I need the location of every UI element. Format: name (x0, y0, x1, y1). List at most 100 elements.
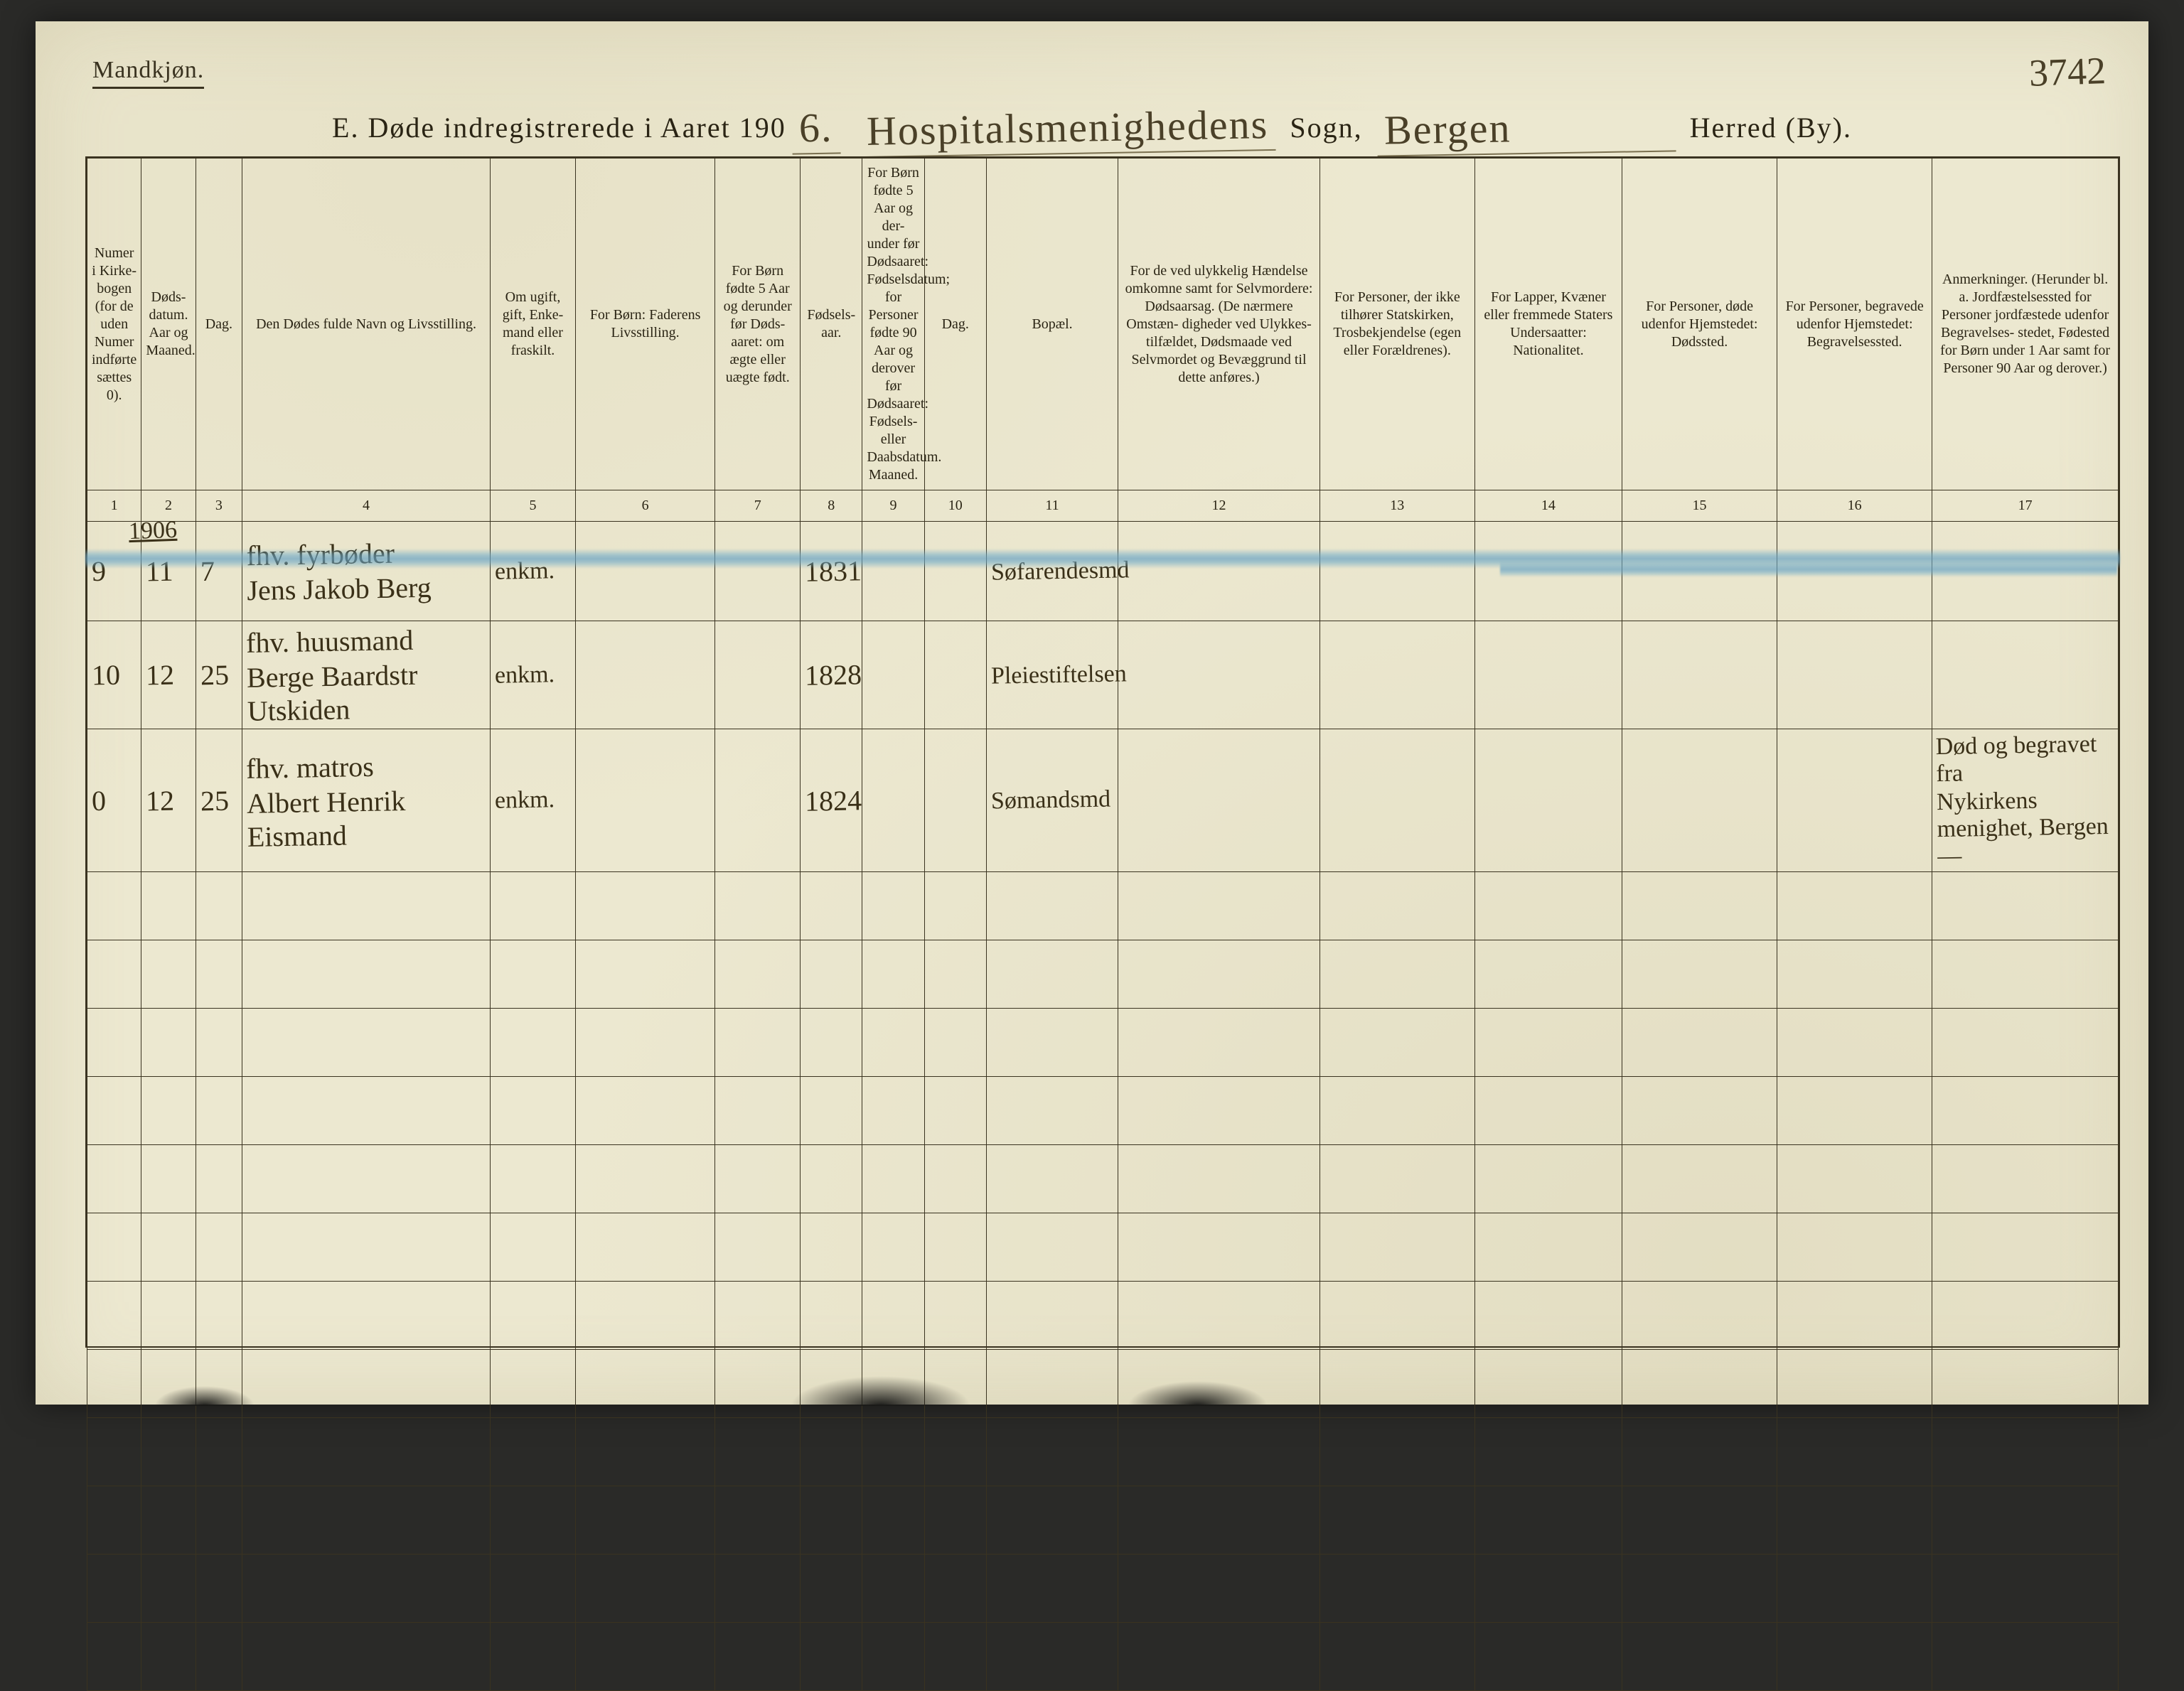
column-number: 7 (715, 490, 801, 522)
table-cell (1474, 729, 1622, 872)
table-cell (575, 1555, 714, 1623)
table-cell (801, 1350, 862, 1418)
table-cell (1932, 1418, 2119, 1486)
table-cell (715, 1077, 801, 1145)
table-cell (242, 1486, 491, 1555)
table-cell (986, 1555, 1118, 1623)
table-cell (196, 1282, 242, 1350)
table-cell (1777, 522, 1932, 621)
table-cell (141, 940, 196, 1009)
table-cell (575, 1418, 714, 1486)
table-cell: 1831 (801, 522, 862, 621)
column-number: 12 (1118, 490, 1320, 522)
table-cell (801, 1555, 862, 1623)
table-cell (196, 1350, 242, 1418)
table-cell (715, 1213, 801, 1282)
table-cell (87, 1077, 141, 1145)
table-cell (1932, 1350, 2119, 1418)
title-herred-label: Herred (By). (1690, 112, 1852, 144)
table-cell (1777, 1555, 1932, 1623)
data-body: 91906117fhv. fyrbøderJens Jakob Bergenkm… (87, 522, 2119, 872)
table-cell (862, 522, 924, 621)
column-number: 9 (862, 490, 924, 522)
ledger-page: Mandkjøn. 3742 E. Døde indregistrerede i… (36, 21, 2148, 1405)
table-cell (715, 1350, 801, 1418)
table-cell (801, 1009, 862, 1077)
page-title: E. Døde indregistrerede i Aaret 1906. Ho… (36, 100, 2148, 150)
table-cell (715, 522, 801, 621)
table-cell (575, 729, 714, 872)
column-header: For Lapper, Kvæner eller fremmede Stater… (1474, 159, 1622, 490)
table-cell (1932, 1009, 2119, 1077)
table-cell (1777, 1009, 1932, 1077)
table-row (87, 1213, 2119, 1282)
table-cell (1320, 940, 1474, 1009)
table-cell (1118, 729, 1320, 872)
table-cell (1777, 1213, 1932, 1282)
table-cell (1118, 1555, 1320, 1623)
table-cell (1320, 1282, 1474, 1350)
table-cell (196, 1213, 242, 1282)
gender-label: Mandkjøn. (92, 57, 204, 89)
table-cell (986, 1623, 1118, 1691)
table-cell: enkm. (491, 522, 576, 621)
table-cell (715, 1623, 801, 1691)
column-number: 5 (491, 490, 576, 522)
table-cell (924, 872, 986, 940)
name-cell: fhv. fyrbøderJens Jakob Berg (242, 522, 491, 621)
handwritten-value: fhv. fyrbøderJens Jakob Berg (246, 535, 432, 607)
table-row (87, 1486, 2119, 1555)
table-cell (1777, 1418, 1932, 1486)
table-cell (1622, 1623, 1777, 1691)
handwritten-value: 10 (92, 658, 121, 692)
colnum-body: 1234567891011121314151617 (87, 490, 2119, 522)
table-cell (1320, 872, 1474, 940)
table-row: 91906117fhv. fyrbøderJens Jakob Bergenkm… (87, 522, 2119, 621)
table-cell (1474, 1077, 1622, 1145)
table-cell: Søfarendesmd (986, 522, 1118, 621)
table-cell (924, 1623, 986, 1691)
remarks-cell (1932, 621, 2119, 729)
table-cell (141, 1555, 196, 1623)
handwritten-value: enkm. (495, 661, 555, 689)
table-cell (1118, 1623, 1320, 1691)
table-cell (491, 1145, 576, 1213)
table-cell (924, 1145, 986, 1213)
table-cell (196, 1145, 242, 1213)
column-number: 10 (924, 490, 986, 522)
table-cell (986, 1350, 1118, 1418)
table-cell: 7 (196, 522, 242, 621)
table-cell (242, 1418, 491, 1486)
column-header: Dag. (924, 159, 986, 490)
table-cell (1474, 522, 1622, 621)
table-cell (986, 1077, 1118, 1145)
table-cell (242, 1282, 491, 1350)
table-cell (862, 872, 924, 940)
table-cell (87, 1213, 141, 1282)
table-cell (801, 940, 862, 1009)
remarks-cell: Død og begravet fraNykirkens menighet, B… (1932, 729, 2119, 872)
table-cell (715, 940, 801, 1009)
table-cell (1474, 1486, 1622, 1555)
table-cell (491, 1555, 576, 1623)
table-cell (1777, 872, 1932, 940)
table-cell (141, 1145, 196, 1213)
column-header: Døds­datum. Aar og Maaned. (141, 159, 196, 490)
table-cell (1777, 729, 1932, 872)
table-cell (1622, 1282, 1777, 1350)
table-cell (715, 729, 801, 872)
handwritten-value: 9 (92, 554, 107, 588)
table-cell: 1824 (801, 729, 862, 872)
table-cell (1777, 1145, 1932, 1213)
table-cell (715, 1009, 801, 1077)
table-cell (1622, 1486, 1777, 1555)
table-cell (87, 1282, 141, 1350)
table-cell (141, 1418, 196, 1486)
table-cell (491, 1623, 576, 1691)
ledger-table: Numer i Kirke- bogen (for de uden Numer … (87, 158, 2119, 1691)
handwritten-value: 1831 (805, 554, 862, 588)
table-cell (141, 1350, 196, 1418)
handwritten-value: 25 (200, 783, 229, 817)
table-cell (801, 1282, 862, 1350)
table-cell (575, 621, 714, 729)
